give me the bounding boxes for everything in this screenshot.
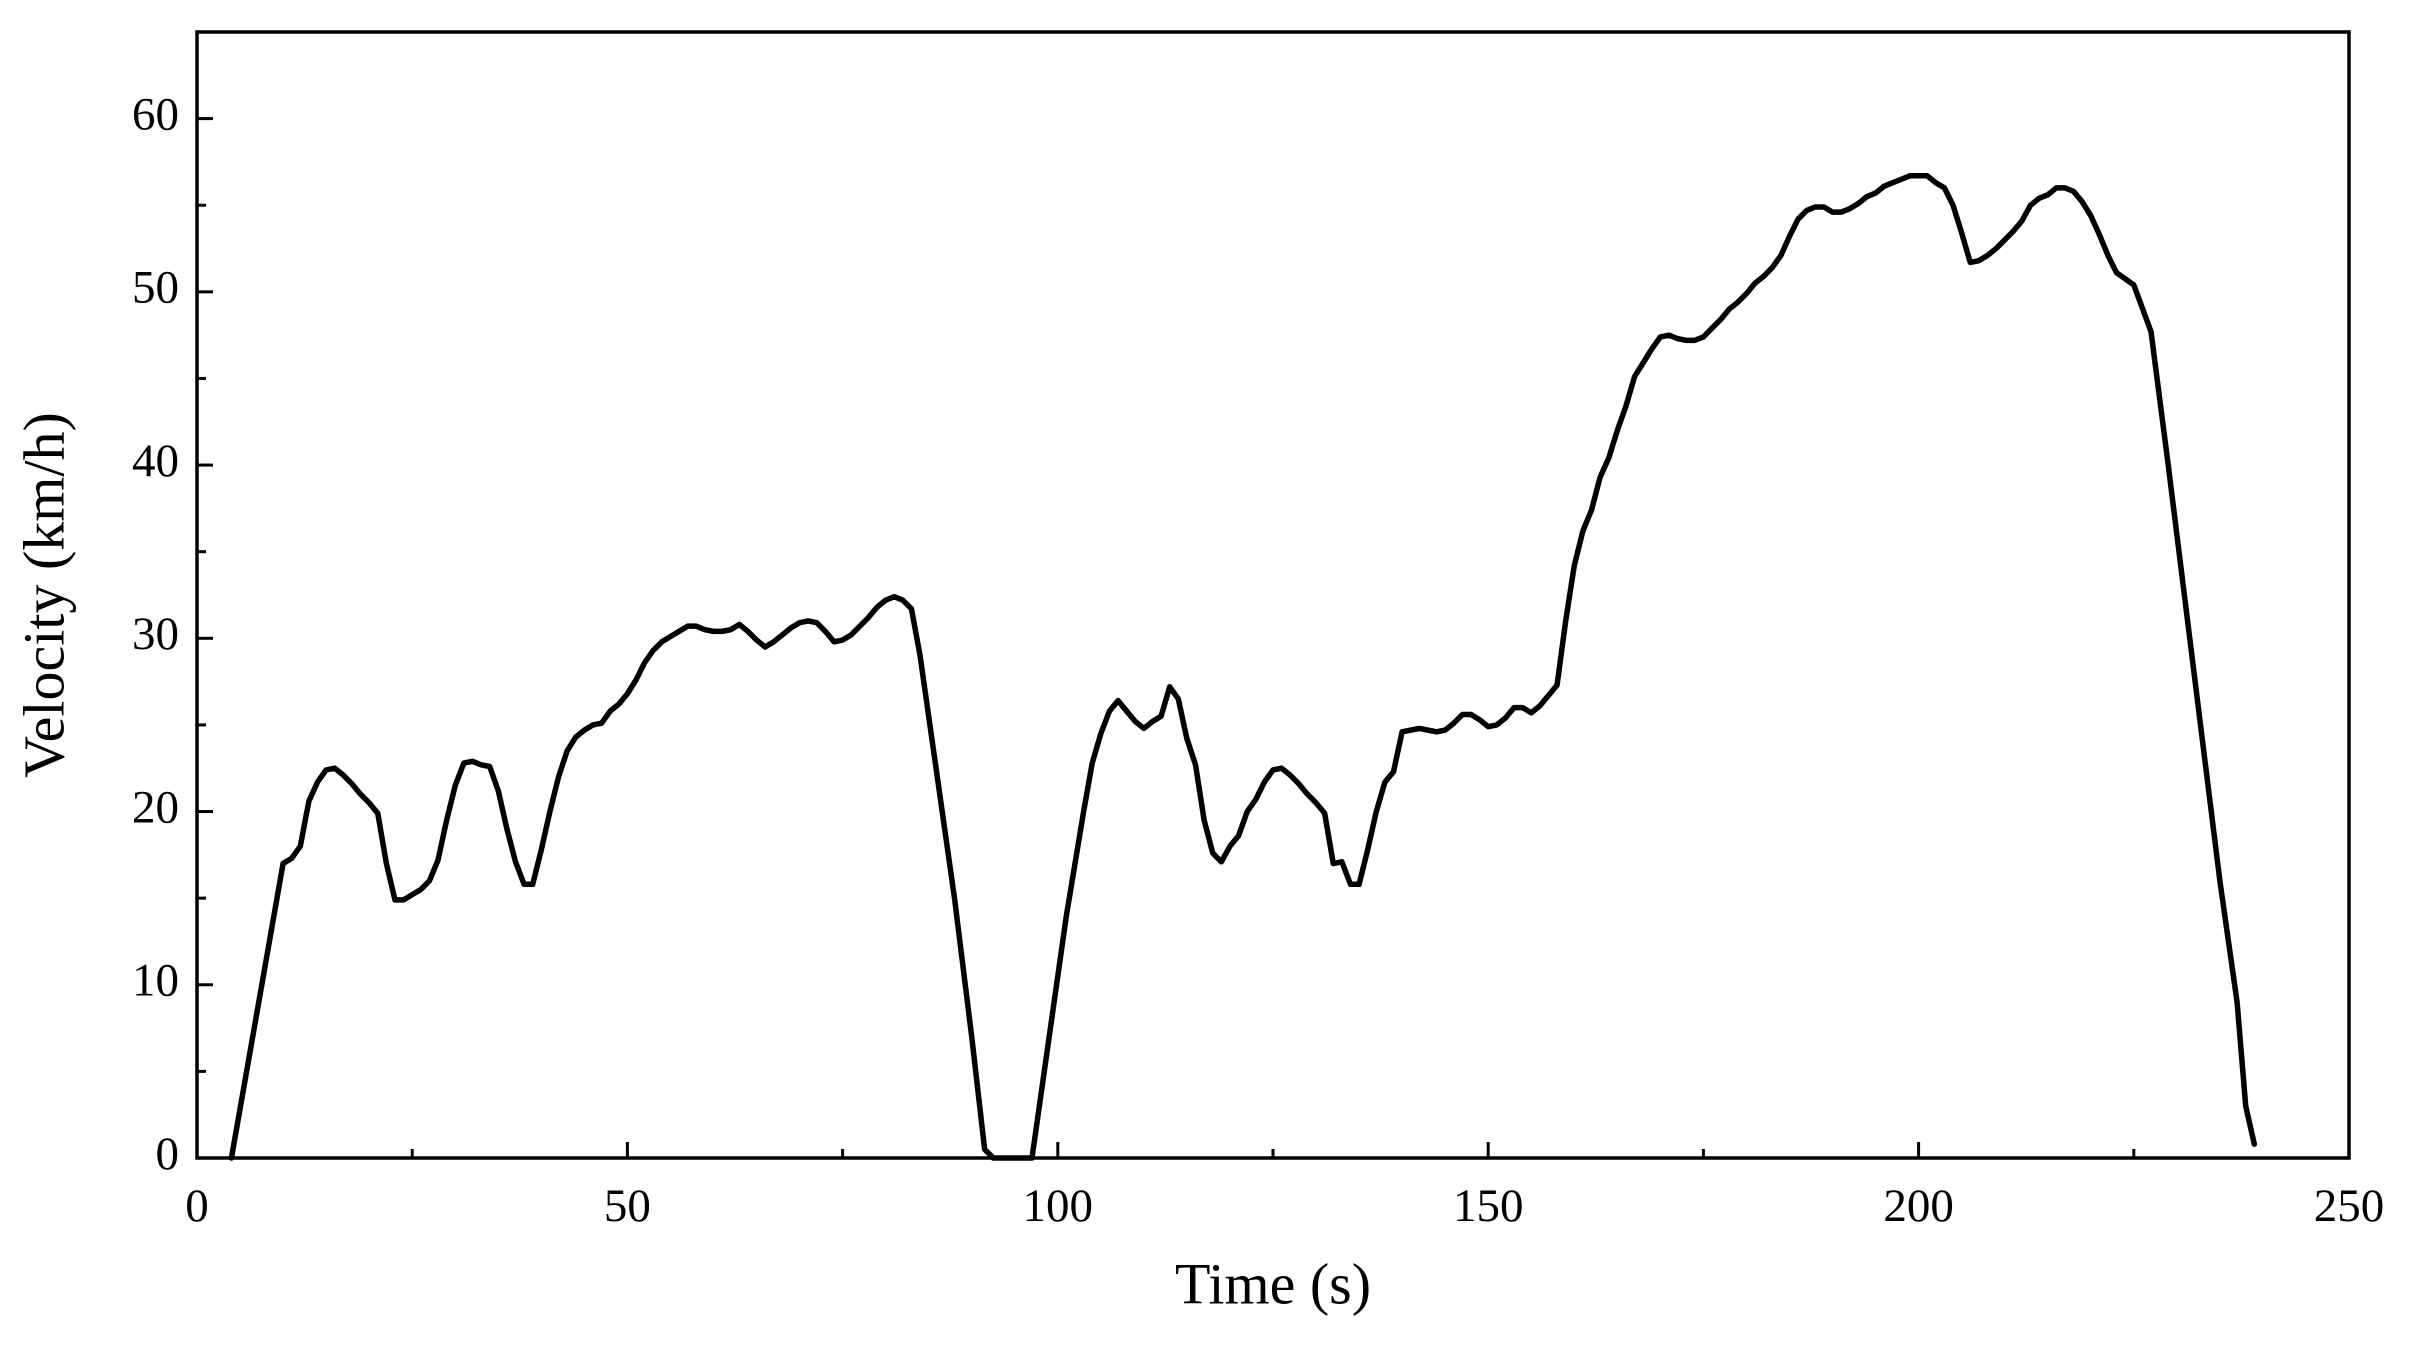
- y-tick-label: 50: [132, 262, 179, 314]
- y-tick-label: 60: [132, 88, 179, 140]
- x-axis-title: Time (s): [1175, 1251, 1371, 1316]
- x-tick-label: 0: [185, 1180, 209, 1232]
- y-axis-title: Velocity (km/h): [11, 412, 76, 778]
- x-tick-label: 200: [1883, 1180, 1954, 1232]
- x-tick-label: 150: [1453, 1180, 1524, 1232]
- y-tick-label: 10: [132, 955, 179, 1007]
- y-tick-label: 40: [132, 435, 179, 487]
- x-tick-label: 250: [2314, 1180, 2385, 1232]
- plot-frame: [195, 30, 2351, 1160]
- line: [228, 173, 2258, 1161]
- x-tick-label: 50: [604, 1180, 651, 1232]
- y-tick-label: 30: [132, 608, 179, 660]
- y-tick-label: 20: [132, 781, 179, 833]
- x-tick-label: 100: [1023, 1180, 1094, 1232]
- y-tick-label: 0: [156, 1128, 180, 1180]
